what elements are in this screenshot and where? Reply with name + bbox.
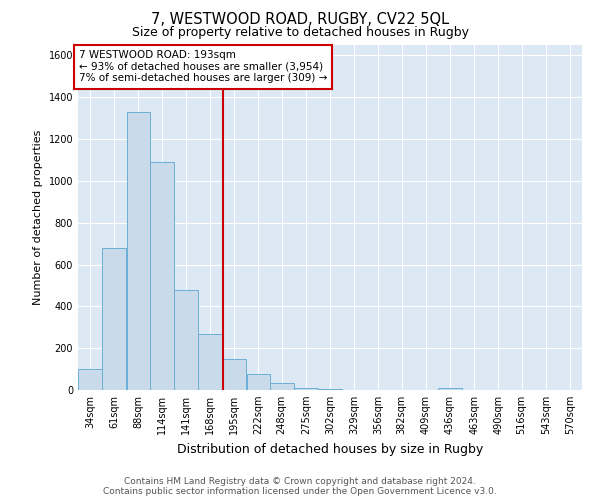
Text: Size of property relative to detached houses in Rugby: Size of property relative to detached ho… bbox=[131, 26, 469, 39]
Bar bbox=[127, 112, 150, 390]
Bar bbox=[223, 358, 246, 390]
Bar bbox=[174, 290, 198, 390]
Y-axis label: Number of detached properties: Number of detached properties bbox=[33, 130, 43, 305]
Text: 7 WESTWOOD ROAD: 193sqm
← 93% of detached houses are smaller (3,954)
7% of semi-: 7 WESTWOOD ROAD: 193sqm ← 93% of detache… bbox=[79, 50, 327, 84]
Bar bbox=[270, 382, 293, 390]
Bar bbox=[103, 248, 126, 390]
Bar bbox=[318, 389, 342, 390]
Bar bbox=[438, 388, 462, 390]
Bar bbox=[198, 334, 222, 390]
Bar bbox=[78, 369, 102, 390]
Bar bbox=[150, 162, 173, 390]
Bar bbox=[294, 388, 317, 390]
Bar bbox=[247, 374, 270, 390]
Text: Contains HM Land Registry data © Crown copyright and database right 2024.
Contai: Contains HM Land Registry data © Crown c… bbox=[103, 476, 497, 496]
X-axis label: Distribution of detached houses by size in Rugby: Distribution of detached houses by size … bbox=[177, 442, 483, 456]
Text: 7, WESTWOOD ROAD, RUGBY, CV22 5QL: 7, WESTWOOD ROAD, RUGBY, CV22 5QL bbox=[151, 12, 449, 28]
